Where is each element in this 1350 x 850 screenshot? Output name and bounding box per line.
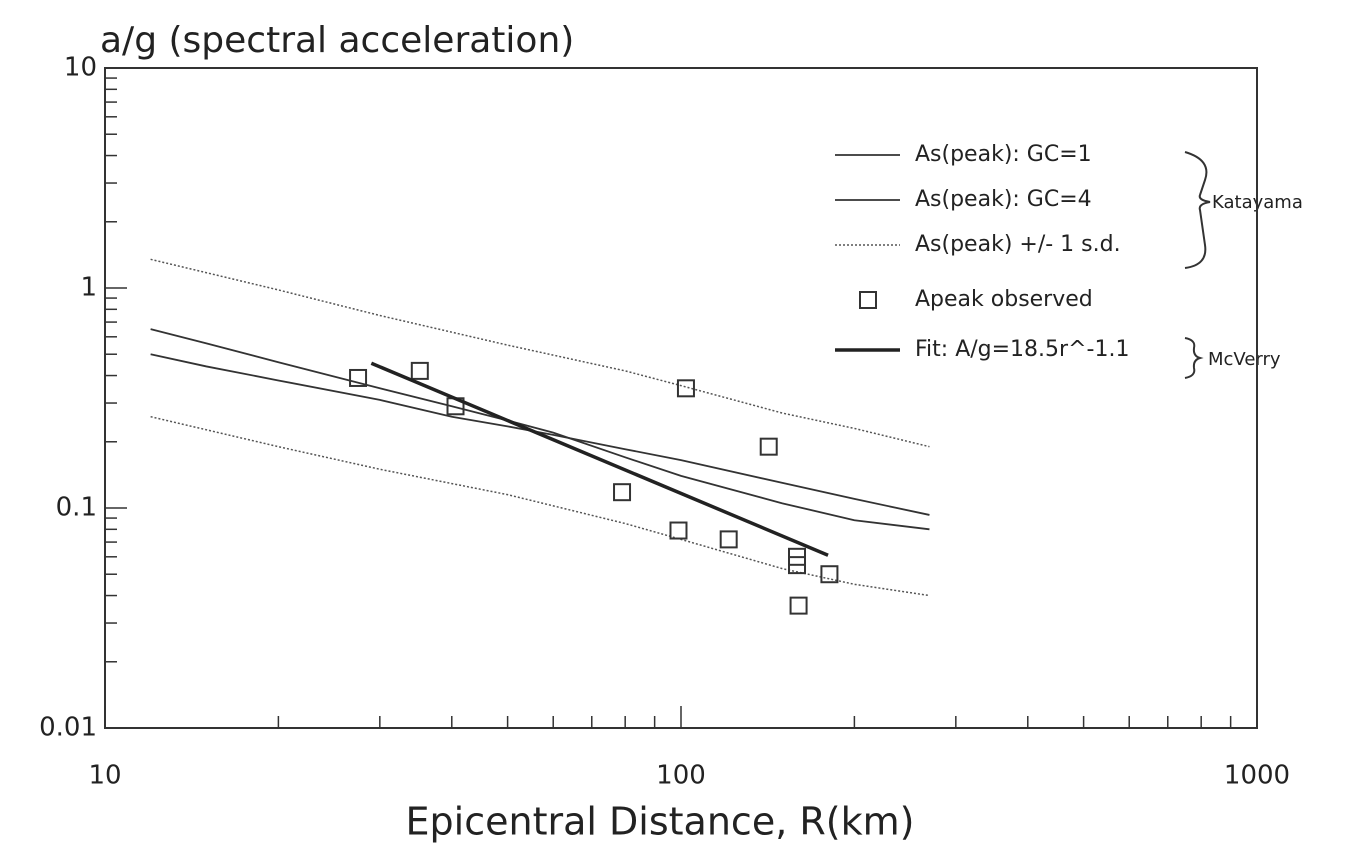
y-tick-label: 0.1 (56, 493, 97, 523)
data-point (410, 361, 429, 380)
data-point (759, 437, 778, 456)
data-line (150, 328, 930, 531)
data-point (719, 530, 738, 549)
legend-label: As(peak): GC=4 (915, 187, 1092, 212)
data-point (669, 521, 688, 540)
y-tick-label: 10 (64, 53, 97, 83)
legend-label: Apeak observed (915, 287, 1093, 312)
legend-label: As(peak) +/- 1 s.d. (915, 232, 1121, 257)
data-point (349, 368, 368, 387)
data-point (613, 483, 632, 502)
legend-marker (859, 291, 877, 309)
plot-frame (104, 67, 1258, 729)
legend-label: As(peak): GC=1 (915, 142, 1092, 167)
x-tick-label: 1000 (1224, 761, 1290, 791)
legend-label: Fit: A/g=18.5r^-1.1 (915, 337, 1129, 362)
y-tick-label: 1 (80, 273, 97, 303)
brace (1184, 337, 1204, 379)
annotation: McVerry (1208, 349, 1281, 370)
chart-title: a/g (spectral acceleration) (100, 20, 574, 61)
data-line (370, 361, 829, 557)
x-axis-label: Epicentral Distance, R(km) (406, 800, 915, 844)
x-tick-label: 100 (656, 761, 706, 791)
data-line (150, 415, 930, 597)
data-point (676, 379, 695, 398)
data-point (820, 565, 839, 584)
data-point (789, 596, 808, 615)
data-point (788, 556, 807, 575)
brace (1184, 151, 1211, 269)
x-tick-label: 10 (88, 761, 121, 791)
data-line (150, 258, 930, 448)
y-tick-label: 0.01 (39, 713, 97, 743)
